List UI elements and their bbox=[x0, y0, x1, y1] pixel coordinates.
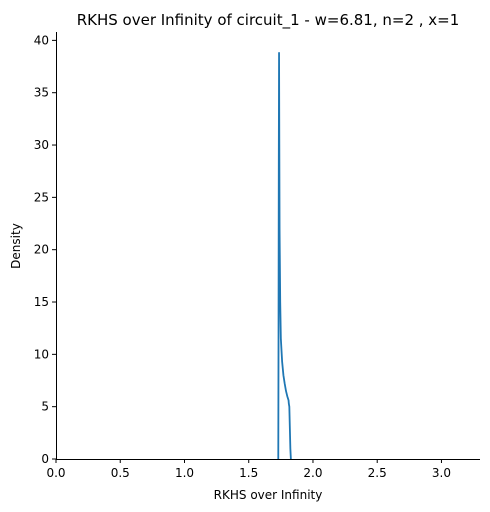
y-tick-label: 20 bbox=[34, 243, 49, 257]
y-tick-label: 35 bbox=[34, 86, 49, 100]
density-line bbox=[277, 52, 292, 460]
x-tick-label: 0.0 bbox=[46, 466, 65, 480]
y-tick-label: 15 bbox=[34, 295, 49, 309]
series-group bbox=[277, 52, 292, 460]
y-tick-label: 0 bbox=[41, 452, 49, 466]
x-tick-label: 2.0 bbox=[303, 466, 322, 480]
x-tick-label: 1.5 bbox=[239, 466, 258, 480]
x-axis-label: RKHS over Infinity bbox=[214, 488, 323, 502]
y-axis-ticks: 0 5 10 15 20 25 30 35 40 bbox=[34, 33, 56, 466]
y-tick-label: 10 bbox=[34, 347, 49, 361]
y-axis-label: Density bbox=[9, 223, 23, 269]
y-tick-label: 40 bbox=[34, 33, 49, 47]
chart-title: RKHS over Infinity of circuit_1 - w=6.81… bbox=[77, 11, 460, 30]
x-axis-ticks: 0.0 0.5 1.0 1.5 2.0 2.5 3.0 bbox=[46, 459, 451, 480]
y-tick-label: 5 bbox=[41, 400, 49, 414]
y-tick-label: 30 bbox=[34, 138, 49, 152]
x-tick-label: 3.0 bbox=[432, 466, 451, 480]
x-tick-label: 0.5 bbox=[111, 466, 130, 480]
x-tick-label: 1.0 bbox=[175, 466, 194, 480]
x-tick-label: 2.5 bbox=[368, 466, 387, 480]
y-tick-label: 25 bbox=[34, 190, 49, 204]
